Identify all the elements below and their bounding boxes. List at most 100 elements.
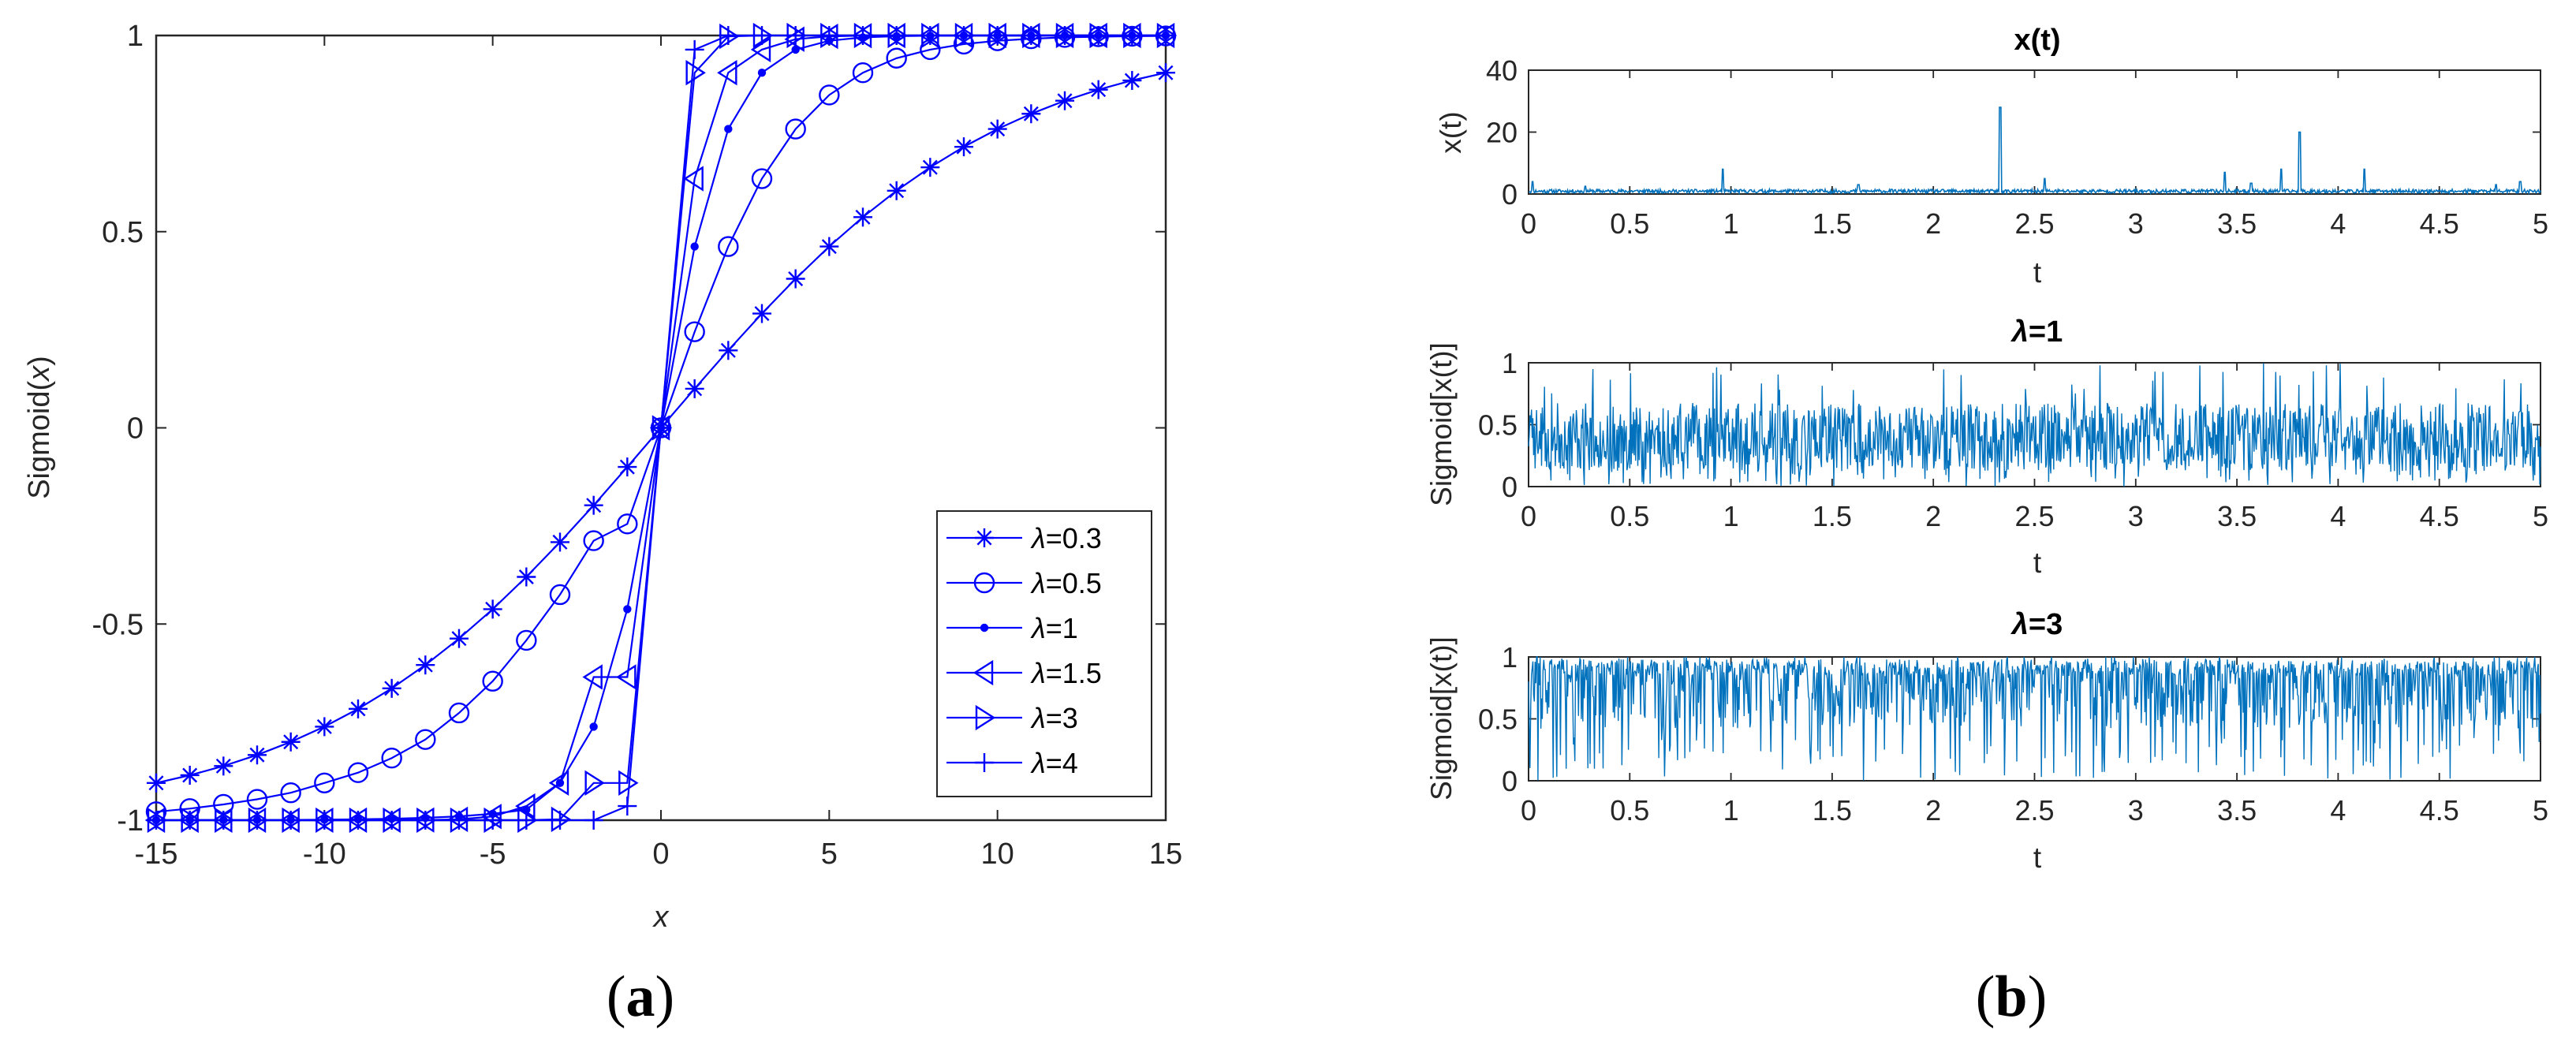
data-point xyxy=(382,811,401,830)
data-point xyxy=(589,722,598,731)
data-point xyxy=(887,26,906,45)
data-point xyxy=(450,811,469,830)
data-point xyxy=(551,532,569,552)
b-xtick-label: 3 xyxy=(2128,794,2144,827)
legend-marker xyxy=(973,659,994,686)
legend-box xyxy=(936,510,1152,797)
data-point xyxy=(853,26,872,45)
series-lambda-4 xyxy=(147,26,1175,830)
data-point xyxy=(618,457,637,477)
data-point xyxy=(147,773,166,793)
data-point xyxy=(757,69,767,77)
data-point xyxy=(1021,26,1041,45)
panel-a-caption: (a) xyxy=(607,965,674,1029)
data-point xyxy=(248,811,267,830)
b-xtick-label: 1 xyxy=(1723,207,1739,240)
data-point xyxy=(786,26,805,45)
data-point xyxy=(819,84,840,106)
legend-marker xyxy=(975,704,996,731)
data-point xyxy=(582,664,603,690)
b-ytick-label: 0.5 xyxy=(1478,409,1518,442)
panel-a-legend: λ=0.3 λ=0.5 λ=1 λ=1.5 λ=3 λ=4 xyxy=(936,510,1152,797)
data-point xyxy=(616,664,637,690)
legend-entries: λ=0.3 λ=0.5 λ=1 λ=1.5 λ=3 λ=4 xyxy=(946,522,1102,779)
data-point xyxy=(315,717,334,737)
b3-xlabel: t xyxy=(2033,841,2042,874)
a-xtick-label: -5 xyxy=(480,838,506,871)
b3-ylabel: Sigmoid[x(t)] xyxy=(1425,636,1458,800)
data-point xyxy=(724,125,733,133)
legend-label: λ=1 xyxy=(1030,612,1078,644)
b1-xlabel: t xyxy=(2033,256,2042,289)
legend-entry: λ=4 xyxy=(946,747,1078,779)
b-xtick-label: 4.5 xyxy=(2420,500,2459,532)
b-xtick-label: 3 xyxy=(2128,207,2144,240)
data-point xyxy=(314,772,335,793)
data-point xyxy=(718,236,739,257)
data-point xyxy=(180,765,200,785)
data-point xyxy=(651,418,670,438)
data-point xyxy=(248,745,267,765)
b-ytick-label: 0 xyxy=(1502,471,1518,503)
panel-a-sigmoid-chart: -15 -10 -5 0 5 10 15 -1 -0.5 0 0.5 1 x Sigmoid(x) λ… xyxy=(23,20,1182,1029)
data-point xyxy=(752,26,771,45)
data-point xyxy=(819,237,839,256)
b1-ylabel: x(t) xyxy=(1435,111,1467,153)
b2-ylabel: Sigmoid[x(t)] xyxy=(1425,342,1458,506)
a-xtick-label: 0 xyxy=(652,838,669,871)
b-xtick-label: 3.5 xyxy=(2217,207,2257,240)
b-xtick-label: 5 xyxy=(2533,207,2548,240)
b-xtick-label: 5 xyxy=(2533,794,2548,827)
a-ytick-label: 0.5 xyxy=(102,216,144,249)
b-xtick-label: 2 xyxy=(1925,794,1941,827)
data-point xyxy=(347,762,369,783)
data-point xyxy=(349,699,368,718)
data-point xyxy=(381,747,402,769)
b1-title: x(t) xyxy=(2014,24,2060,57)
data-point xyxy=(415,729,436,750)
b1-ticks: 0 0.5 1 1.5 2 2.5 3 3.5 4 4.5 5 0 20 40 xyxy=(1486,54,2548,240)
data-point xyxy=(1122,71,1142,91)
legend-entry: λ=1.5 xyxy=(946,657,1102,689)
data-point xyxy=(584,770,605,796)
data-point xyxy=(752,304,771,323)
data-point xyxy=(1088,80,1108,99)
b2-signal-line xyxy=(1528,363,2541,487)
b-xtick-label: 0.5 xyxy=(1610,207,1649,240)
a-ytick-label: 1 xyxy=(127,20,144,53)
b3-ticks: 0 0.5 1 1.5 2 2.5 3 3.5 4 4.5 5 0 0.5 1 xyxy=(1478,641,2548,827)
legend-entry: λ=3 xyxy=(946,702,1078,734)
data-point xyxy=(887,181,906,200)
b2-title: λ=1 xyxy=(2010,315,2063,349)
data-point xyxy=(685,39,704,59)
data-point xyxy=(516,629,537,651)
data-point xyxy=(683,166,704,192)
b-xtick-label: 3 xyxy=(2128,500,2144,532)
b-ytick-label: 40 xyxy=(1486,54,1518,87)
a-xtick-label: 10 xyxy=(981,838,1014,871)
data-point xyxy=(448,702,470,724)
b-xtick-label: 4.5 xyxy=(2420,794,2459,827)
b-xtick-label: 4 xyxy=(2330,500,2346,532)
data-point xyxy=(180,811,200,830)
b-xtick-label: 1 xyxy=(1723,794,1739,827)
legend-label: λ=0.3 xyxy=(1030,522,1102,554)
b-xtick-label: 4 xyxy=(2330,207,2346,240)
data-point xyxy=(853,207,872,227)
data-point xyxy=(551,811,569,830)
b-ytick-label: 1 xyxy=(1502,347,1518,379)
legend-label: λ=4 xyxy=(1030,747,1078,779)
data-point xyxy=(786,269,805,289)
data-point xyxy=(548,770,569,796)
legend-entry: λ=1 xyxy=(946,612,1078,644)
data-point xyxy=(281,732,301,752)
data-point xyxy=(623,605,632,614)
b-xtick-label: 2.5 xyxy=(2014,500,2054,532)
data-point xyxy=(482,670,503,692)
b-xtick-label: 1.5 xyxy=(1813,207,1852,240)
b2-xlabel: t xyxy=(2033,547,2042,579)
data-point xyxy=(1088,26,1108,45)
panel-a-ylabel: Sigmoid(x) xyxy=(23,356,56,499)
data-point xyxy=(416,655,435,675)
